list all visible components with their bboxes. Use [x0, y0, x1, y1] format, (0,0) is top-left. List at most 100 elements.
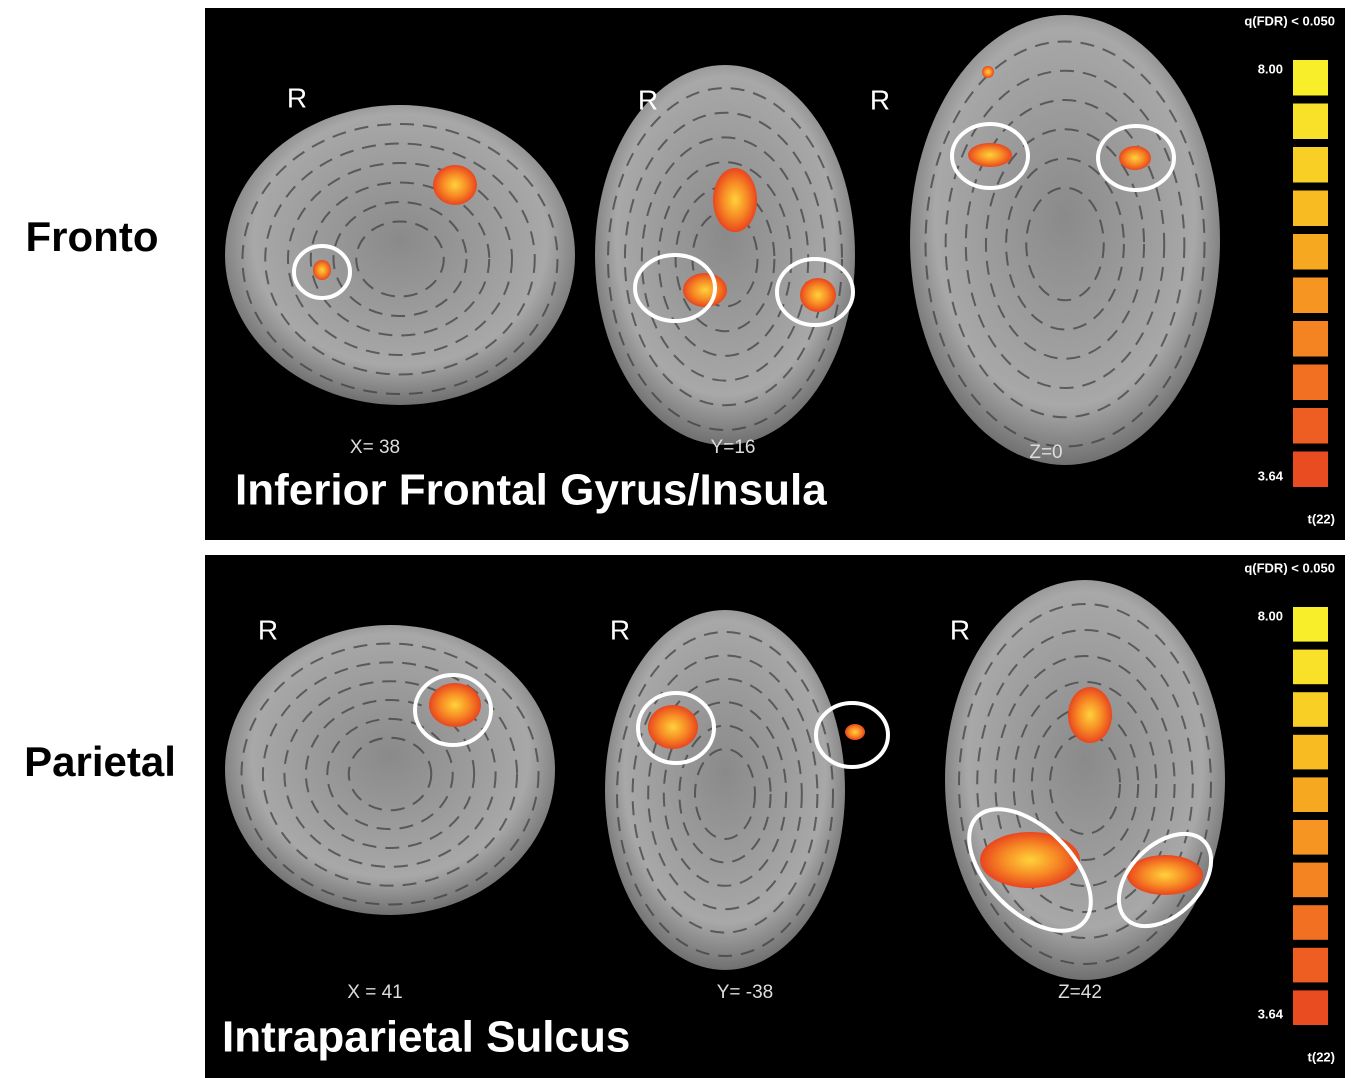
brain-fold	[287, 162, 513, 356]
brain-fold	[241, 123, 559, 395]
colorbar-swatch	[1293, 820, 1328, 855]
colorbar-swatch	[1293, 862, 1328, 898]
highlight-ring	[967, 807, 1093, 933]
brain-fold	[924, 40, 1206, 448]
brain-fold	[326, 717, 454, 831]
colorbar-max: 8.00	[1258, 61, 1283, 76]
highlight-ring	[633, 253, 717, 323]
brain-slice	[910, 15, 1220, 465]
colorbar-threshold: q(FDR) < 0.050	[1244, 560, 1335, 575]
brain-fold	[347, 736, 433, 812]
brain-slice	[595, 65, 855, 445]
brain-fold	[261, 661, 519, 887]
colorbar-swatch	[1293, 451, 1328, 487]
colorbar-swatch	[1293, 321, 1328, 357]
brain-fold	[332, 201, 468, 317]
brain-fold	[1025, 186, 1105, 302]
colorbar-threshold: q(FDR) < 0.050	[1244, 13, 1335, 28]
brain-fold	[631, 654, 819, 934]
brain-fold	[647, 677, 803, 911]
brain-fold	[944, 69, 1186, 419]
slice-coordinate: Y=16	[711, 437, 756, 458]
activation	[429, 683, 481, 727]
colorbar-swatch	[1293, 905, 1328, 940]
activation	[1119, 146, 1151, 170]
activation	[313, 260, 331, 280]
activation	[968, 143, 1012, 167]
brain-fold	[958, 603, 1212, 965]
slice-coordinate: X = 41	[347, 982, 402, 1003]
colorbar-swatch	[1293, 60, 1328, 96]
colorbar-swatch	[1293, 408, 1328, 444]
colorbar-swatch	[1293, 777, 1328, 812]
orientation-label: R	[638, 84, 658, 115]
colorbar-swatch	[1293, 234, 1328, 270]
highlight-ring	[950, 122, 1030, 190]
brain-fold	[976, 629, 1194, 939]
brain-fold	[964, 99, 1166, 389]
colorbar-min: 3.64	[1258, 1006, 1284, 1021]
orientation-label: R	[950, 614, 970, 645]
row-label: Fronto	[26, 213, 159, 260]
activation	[800, 278, 836, 312]
brain-fold	[607, 87, 843, 431]
colorbar-swatch	[1293, 734, 1328, 770]
colorbar-max: 8.00	[1258, 608, 1283, 623]
brain-fold	[1005, 157, 1125, 331]
colorbar-swatch	[1293, 364, 1328, 400]
colorbar-swatch	[1293, 277, 1328, 313]
brain-fold	[304, 699, 476, 849]
highlight-ring	[1096, 124, 1176, 192]
activation	[1127, 855, 1203, 895]
slice-coordinate: Y= -38	[717, 982, 774, 1003]
brain-fold	[984, 128, 1146, 360]
highlight-ring	[775, 257, 855, 327]
orientation-label: R	[287, 82, 307, 113]
brain-fold	[240, 642, 540, 906]
brain-fold	[678, 724, 772, 864]
colorbar-stat: t(22)	[1308, 511, 1335, 526]
colorbar-swatch	[1293, 103, 1328, 139]
brain-fold	[309, 181, 491, 337]
activation	[713, 168, 757, 232]
highlight-ring	[413, 673, 493, 747]
highlight-ring	[814, 701, 890, 769]
activation	[845, 724, 865, 740]
activation	[982, 66, 994, 78]
activation	[980, 832, 1080, 888]
brain-slice	[605, 610, 845, 970]
brain-fold	[616, 631, 834, 957]
region-title: Inferior Frontal Gyrus/Insula	[235, 466, 827, 515]
colorbar-swatch	[1293, 692, 1328, 727]
activation	[1068, 687, 1112, 743]
row-label: Parietal	[24, 738, 176, 785]
brain-fold	[1049, 733, 1121, 835]
slice-coordinate: Z=42	[1058, 982, 1102, 1003]
activation	[433, 165, 477, 205]
colorbar-swatch	[1293, 190, 1328, 226]
colorbar-swatch	[1293, 990, 1328, 1025]
colorbar-swatch	[1293, 147, 1328, 183]
brain-fold	[1012, 681, 1158, 887]
colorbar-stat: t(22)	[1308, 1049, 1335, 1064]
brain-slice	[225, 105, 575, 405]
highlight-ring	[292, 244, 352, 300]
highlight-ring	[636, 691, 716, 765]
brain-fold	[694, 748, 756, 840]
activation	[683, 273, 727, 307]
region-title: Intraparietal Sulcus	[222, 1013, 630, 1062]
colorbar-min: 3.64	[1258, 468, 1284, 483]
brain-fold	[662, 701, 788, 887]
orientation-label: R	[870, 84, 890, 115]
brain-fold	[264, 142, 536, 376]
slice-coordinate: X= 38	[350, 437, 400, 458]
orientation-label: R	[258, 614, 278, 645]
colorbar-swatch	[1293, 947, 1328, 983]
slice-coordinate: Z=0	[1029, 442, 1062, 463]
brain-fold	[355, 220, 445, 298]
brain-slice	[225, 625, 555, 915]
colorbar-swatch	[1293, 649, 1328, 685]
brain-fold	[283, 680, 497, 868]
activation	[648, 705, 698, 749]
